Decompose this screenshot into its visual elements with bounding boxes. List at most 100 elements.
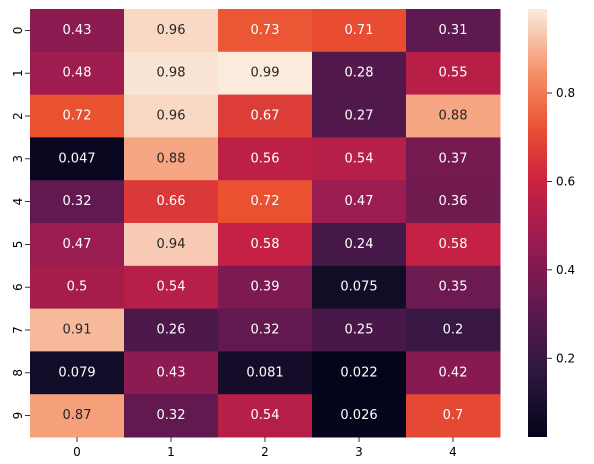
heatmap-cell [218,223,313,267]
heatmap-cell [406,94,501,138]
y-tick-label: 3 [11,155,25,163]
heatmap-cell [124,94,219,138]
heatmap-cell [218,9,313,53]
heatmap-cell [406,265,501,310]
heatmap-cell [406,137,501,181]
cell-value-label: 0.88 [157,151,186,166]
heatmap-cell [124,265,219,310]
heatmap-cell [218,94,313,138]
cell-value-label: 0.39 [251,280,280,295]
colorbar-gradient [528,9,547,437]
heatmap-cell [124,351,219,395]
cell-value-label: 0.55 [439,66,468,81]
x-axis: 0 1 2 3 4 [73,437,457,459]
cell-value-label: 0.71 [345,23,374,38]
y-tick-label: 9 [11,412,25,420]
heatmap-cell [312,94,407,138]
cell-value-label: 0.026 [340,408,377,423]
heatmap-cell [218,308,313,352]
cell-value-label: 0.54 [157,280,186,295]
heatmap-cell [312,137,407,181]
heatmap-cell [406,180,501,224]
cell-value-label: 0.67 [251,109,280,124]
heatmap-cell [312,9,407,53]
cell-value-label: 0.43 [63,23,92,38]
heatmap-cell [30,94,125,138]
heatmap-cell [218,180,313,224]
heatmap-cell [406,308,501,352]
y-axis: 0 1 2 3 4 5 6 7 8 9 [11,27,30,420]
cell-value-label: 0.47 [63,237,92,252]
heatmap-cell [312,265,407,310]
cell-value-label: 0.32 [157,408,186,423]
heatmap-cell [30,9,125,53]
heatmap-cell [406,223,501,267]
heatmap-cell [312,308,407,352]
cell-value-label: 0.32 [63,194,92,209]
cell-value-label: 0.87 [63,408,92,423]
colorbar-tick-label: 0.8 [556,86,575,100]
heatmap-cell [406,394,501,438]
cell-value-label: 0.36 [439,194,468,209]
x-tick-label: 1 [167,445,175,459]
heatmap-cell [406,9,501,53]
heatmap-cell [124,9,219,53]
x-tick-label: 0 [73,445,81,459]
heatmap-cell [312,51,407,96]
cell-value-label: 0.47 [345,194,374,209]
heatmap-cell [218,137,313,181]
cell-value-label: 0.43 [157,365,186,380]
cell-value-label: 0.72 [63,109,92,124]
cell-value-label: 0.32 [251,323,280,338]
cell-value-label: 0.28 [345,66,374,81]
cell-value-label: 0.96 [157,23,186,38]
cell-value-label: 0.24 [345,237,374,252]
cell-value-label: 0.94 [157,237,186,252]
cell-value-label: 0.54 [251,408,280,423]
cell-value-label: 0.075 [340,280,377,295]
cell-value-label: 0.35 [439,280,468,295]
cell-value-label: 0.047 [58,151,95,166]
heatmap-cell [124,223,219,267]
cell-value-label: 0.31 [439,23,468,38]
cell-value-label: 0.54 [345,151,374,166]
y-tick-label: 2 [11,112,25,120]
heatmap-cell [30,308,125,352]
x-tick-label: 4 [449,445,457,459]
cell-value-label: 0.022 [340,365,377,380]
colorbar-tick-label: 0.6 [556,174,575,188]
cell-value-label: 0.2 [443,323,464,338]
heatmap-cell [218,265,313,310]
cell-value-label: 0.98 [157,66,186,81]
heatmap-cell [218,394,313,438]
cell-value-label: 0.58 [439,237,468,252]
heatmap-cell [30,51,125,96]
y-tick-label: 6 [11,283,25,291]
cell-value-label: 0.66 [157,194,186,209]
cell-value-label: 0.48 [63,66,92,81]
heatmap-cell [124,180,219,224]
cell-value-label: 0.88 [439,109,468,124]
y-tick-label: 5 [11,241,25,249]
heatmap-cell [124,137,219,181]
cell-value-label: 0.081 [246,365,283,380]
cell-value-label: 0.25 [345,323,374,338]
cell-value-label: 0.91 [63,323,92,338]
y-tick-label: 8 [11,369,25,377]
y-tick-label: 4 [11,198,25,206]
heatmap-cells: 0.43 0.96 0.73 0.71 0.31 0.48 0.98 0.99 0.28 0.55… [30,9,501,438]
x-tick-label: 3 [355,445,363,459]
cell-value-label: 0.26 [157,323,186,338]
cell-value-label: 0.56 [251,151,280,166]
y-tick-label: 0 [11,27,25,35]
heatmap-cell [124,308,219,352]
cell-value-label: 0.7 [443,408,464,423]
heatmap-cell [406,51,501,96]
cell-value-label: 0.27 [345,109,374,124]
heatmap-cell [30,180,125,224]
colorbar-tick-label: 0.4 [556,263,575,277]
y-tick-label: 7 [11,326,25,334]
colorbar-tick-label: 0.2 [556,351,575,365]
heatmap-cell [218,51,313,96]
